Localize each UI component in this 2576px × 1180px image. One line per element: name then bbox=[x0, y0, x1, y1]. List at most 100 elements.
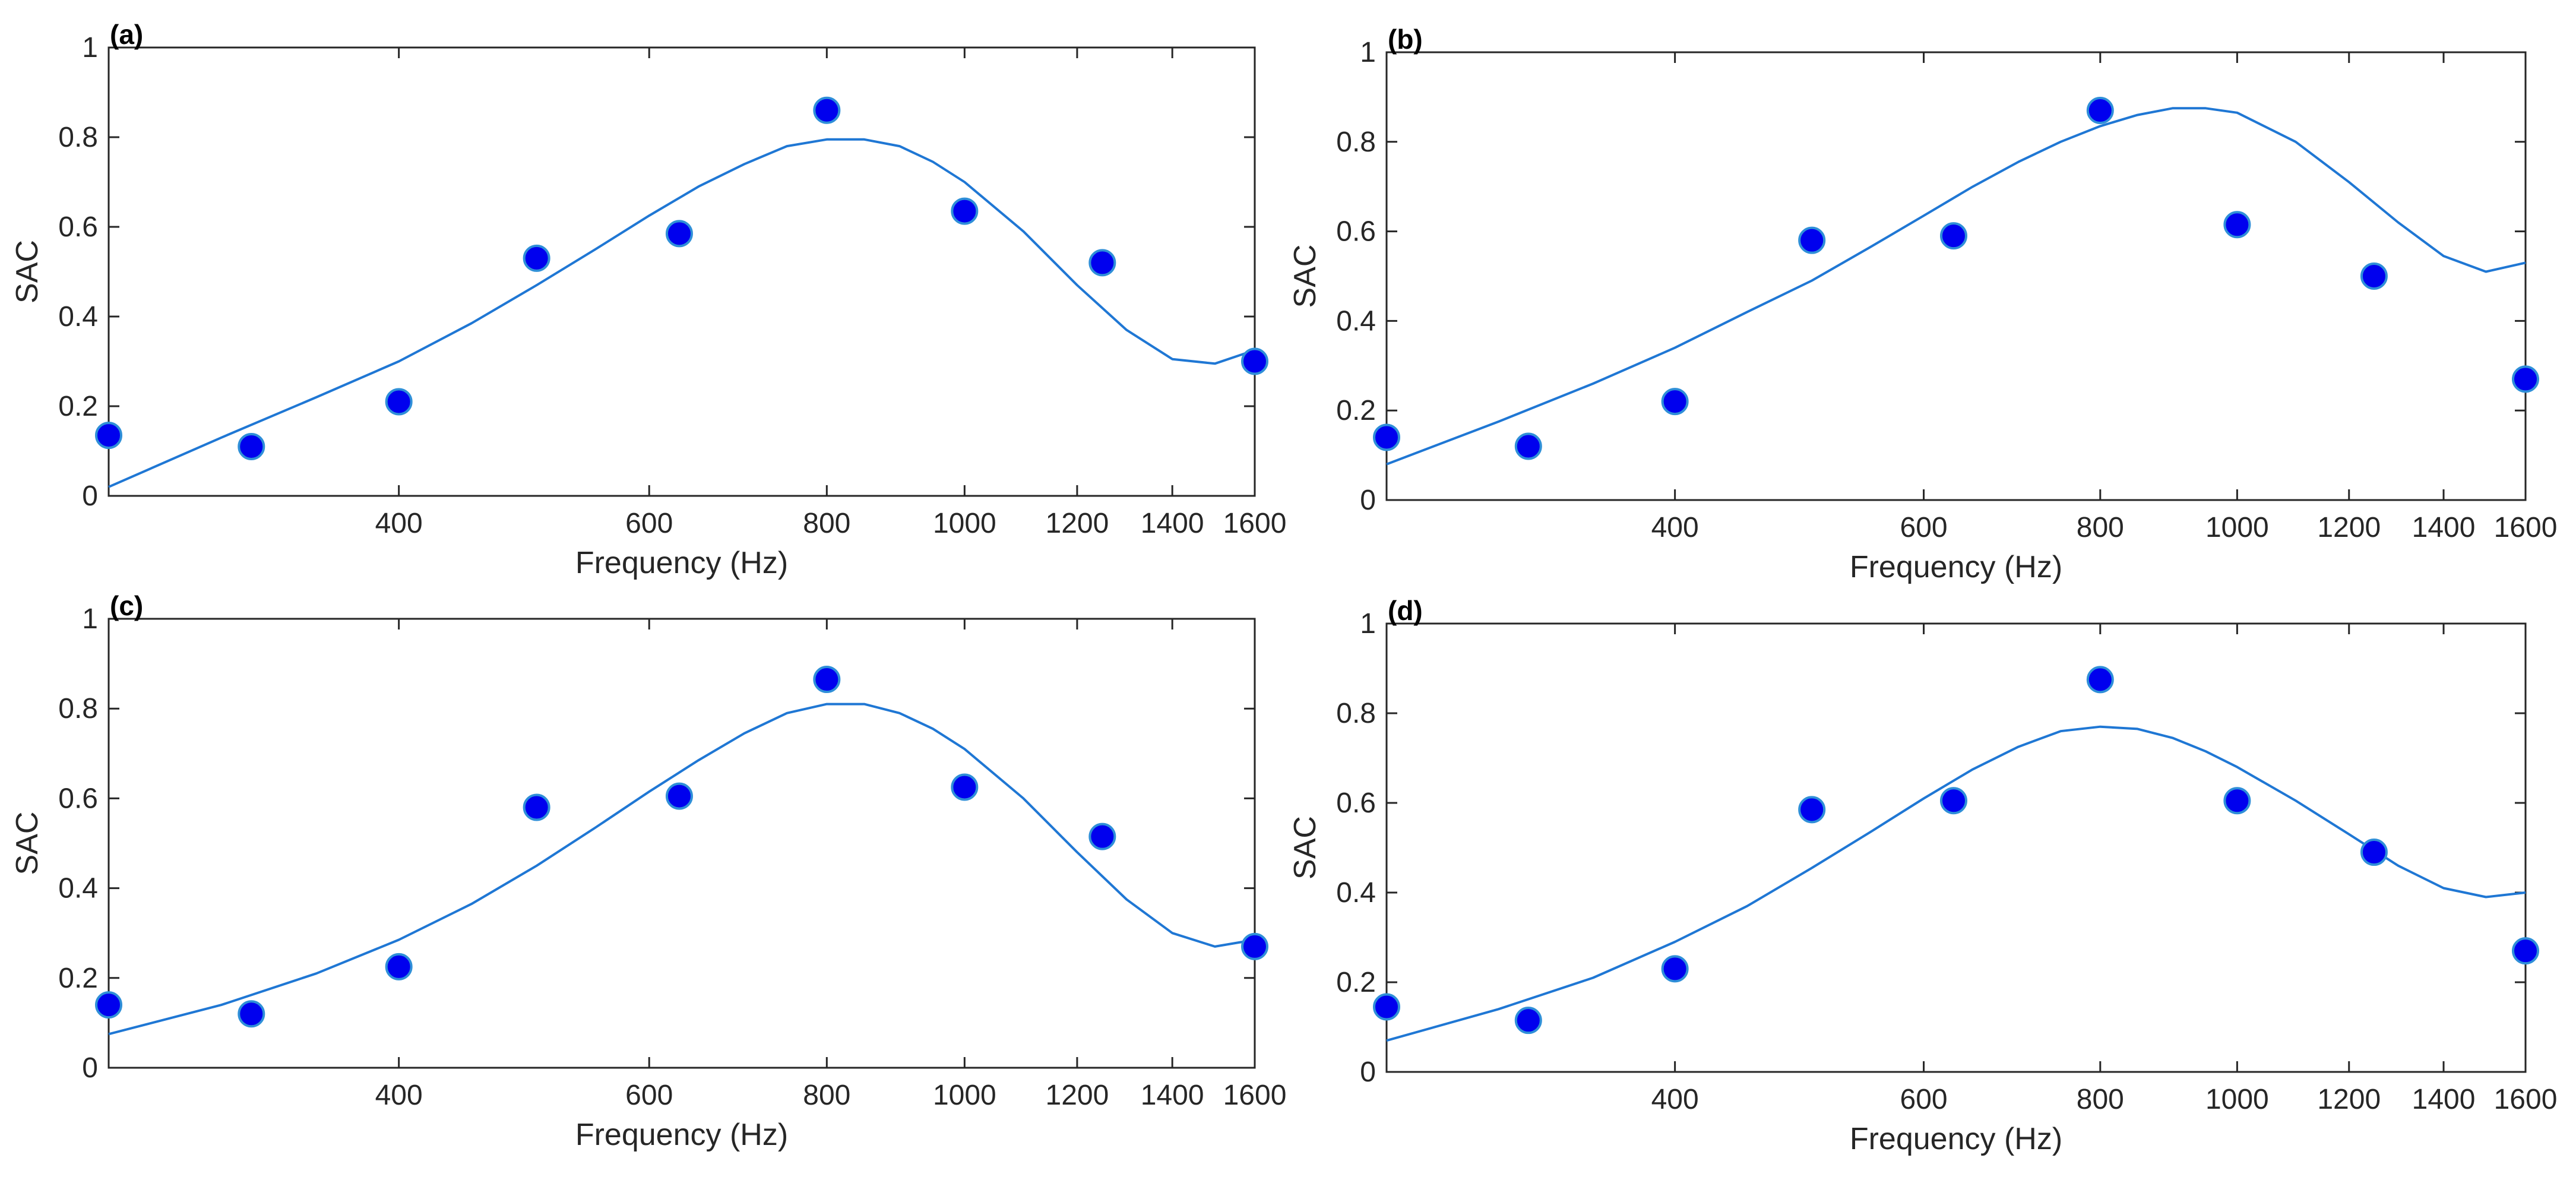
data-point bbox=[385, 388, 413, 416]
data-point bbox=[95, 422, 122, 450]
data-point bbox=[238, 432, 265, 460]
data-point bbox=[2360, 839, 2388, 866]
y-tick-label: 0.2 bbox=[1336, 967, 1376, 998]
y-tick-label: 0.8 bbox=[1336, 698, 1376, 729]
data-point bbox=[1798, 796, 1826, 824]
fit-line bbox=[1386, 725, 2526, 1042]
y-tick-label: 0.6 bbox=[58, 211, 98, 243]
data-point bbox=[1373, 423, 1400, 451]
y-axis-title: SAC bbox=[10, 812, 45, 875]
x-tick-label: 400 bbox=[375, 1080, 423, 1111]
y-tick-label: 0.4 bbox=[58, 873, 98, 904]
x-tick-label: 1400 bbox=[1141, 1080, 1204, 1111]
panel-label: (b) bbox=[1388, 24, 1423, 55]
x-tick-label: 1000 bbox=[933, 508, 996, 539]
x-tick-label: 600 bbox=[1900, 512, 1948, 543]
y-tick-label: 0.8 bbox=[58, 693, 98, 725]
y-tick-label: 1 bbox=[1360, 608, 1376, 640]
data-point bbox=[1088, 249, 1116, 277]
data-point bbox=[1798, 226, 1826, 254]
y-tick-label: 0.6 bbox=[58, 783, 98, 814]
y-tick-label: 0.4 bbox=[1336, 877, 1376, 909]
x-axis-title: Frequency (Hz) bbox=[1850, 1122, 2062, 1156]
x-tick-label: 1600 bbox=[1223, 508, 1287, 539]
data-point bbox=[1241, 932, 1268, 960]
x-tick-label: 1000 bbox=[2205, 1084, 2269, 1115]
data-point bbox=[523, 793, 550, 821]
fit-line bbox=[108, 138, 1255, 488]
x-tick-label: 800 bbox=[803, 1080, 850, 1111]
y-tick-label: 0.4 bbox=[58, 301, 98, 333]
data-point bbox=[813, 666, 841, 694]
data-point bbox=[2512, 365, 2539, 393]
data-point bbox=[1373, 993, 1400, 1021]
data-point bbox=[951, 773, 979, 801]
y-tick-label: 0 bbox=[82, 480, 98, 512]
y-tick-label: 0 bbox=[1360, 485, 1376, 516]
data-point bbox=[2086, 666, 2114, 694]
panel-label: (c) bbox=[110, 590, 143, 621]
y-axis-title: SAC bbox=[10, 240, 45, 303]
data-point bbox=[95, 991, 122, 1019]
data-point bbox=[1241, 347, 1268, 375]
plot-frame bbox=[1385, 51, 2527, 501]
x-axis-title: Frequency (Hz) bbox=[575, 546, 788, 580]
data-point bbox=[1939, 222, 1967, 250]
y-tick-label: 0.2 bbox=[58, 391, 98, 422]
y-axis-title: SAC bbox=[1288, 816, 1322, 880]
data-point bbox=[2512, 937, 2539, 965]
y-tick-label: 0.2 bbox=[58, 963, 98, 994]
x-tick-label: 600 bbox=[1900, 1084, 1948, 1115]
x-tick-label: 800 bbox=[803, 508, 850, 539]
data-point bbox=[523, 244, 550, 272]
y-tick-label: 1 bbox=[82, 32, 98, 64]
data-point bbox=[1661, 955, 1689, 983]
y-tick-label: 0.6 bbox=[1336, 787, 1376, 819]
x-tick-label: 800 bbox=[2077, 512, 2124, 543]
x-tick-label: 1200 bbox=[1046, 1080, 1109, 1111]
x-axis-title: Frequency (Hz) bbox=[1850, 550, 2062, 584]
y-tick-label: 0 bbox=[82, 1052, 98, 1084]
panel-label: (d) bbox=[1388, 595, 1423, 626]
x-tick-label: 1400 bbox=[2412, 512, 2476, 543]
x-tick-label: 1400 bbox=[1141, 508, 1204, 539]
data-point bbox=[2223, 211, 2251, 239]
y-tick-label: 1 bbox=[82, 603, 98, 635]
y-tick-label: 1 bbox=[1360, 37, 1376, 68]
plot-frame bbox=[107, 46, 1256, 497]
data-point bbox=[385, 953, 413, 980]
x-axis-title: Frequency (Hz) bbox=[575, 1118, 788, 1152]
x-tick-label: 1200 bbox=[2317, 1084, 2381, 1115]
data-point bbox=[665, 220, 693, 248]
data-point bbox=[238, 1000, 265, 1028]
plot-frame bbox=[1385, 622, 2527, 1073]
x-tick-label: 1600 bbox=[1223, 1080, 1287, 1111]
data-point bbox=[813, 96, 841, 124]
data-point bbox=[2086, 97, 2114, 125]
x-tick-label: 1200 bbox=[1046, 508, 1109, 539]
y-axis-title: SAC bbox=[1288, 245, 1322, 308]
data-point bbox=[2223, 787, 2251, 815]
data-point bbox=[2360, 262, 2388, 290]
y-tick-label: 0.8 bbox=[58, 122, 98, 153]
x-tick-label: 600 bbox=[625, 508, 673, 539]
x-tick-label: 1600 bbox=[2494, 512, 2558, 543]
fit-line bbox=[108, 703, 1255, 1036]
y-tick-label: 0 bbox=[1360, 1056, 1376, 1088]
data-point bbox=[665, 782, 693, 810]
data-point bbox=[1514, 1007, 1542, 1035]
panel-label: (a) bbox=[110, 19, 143, 50]
data-point bbox=[1088, 822, 1116, 850]
fit-line bbox=[1386, 107, 2526, 466]
y-tick-label: 0.6 bbox=[1336, 216, 1376, 248]
data-point bbox=[1514, 432, 1542, 460]
y-tick-label: 0.2 bbox=[1336, 395, 1376, 426]
x-tick-label: 400 bbox=[375, 508, 423, 539]
data-point bbox=[951, 197, 979, 225]
x-tick-label: 1600 bbox=[2494, 1084, 2558, 1115]
data-point bbox=[1939, 787, 1967, 815]
